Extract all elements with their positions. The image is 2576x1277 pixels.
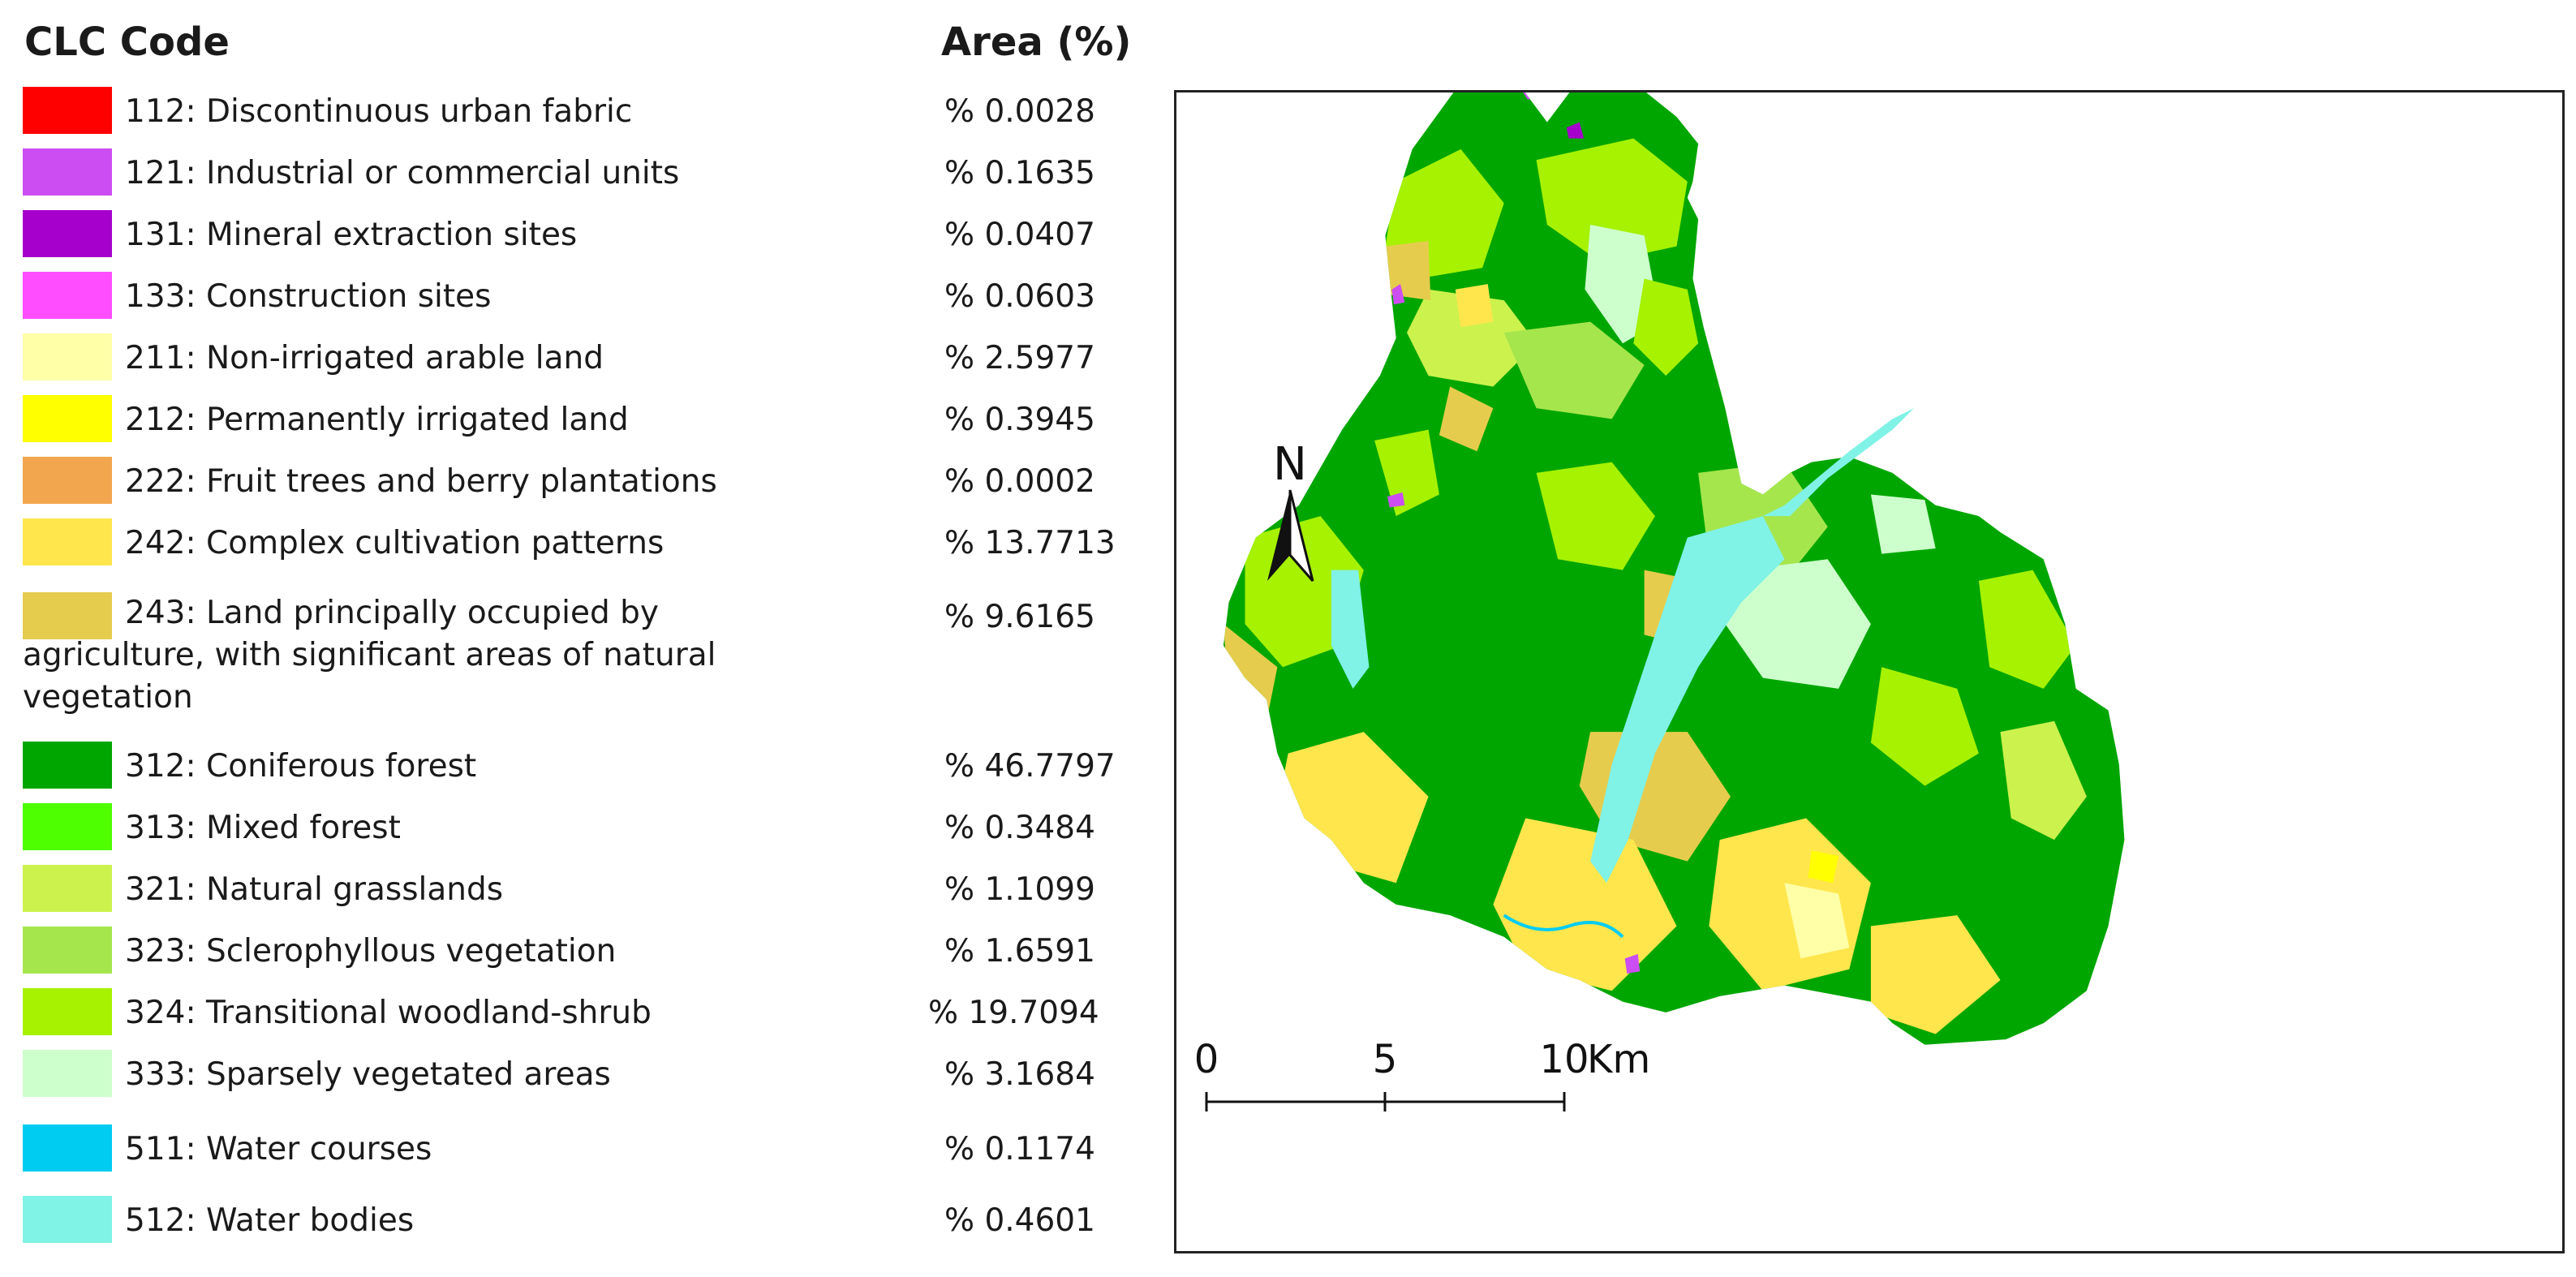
legend-label-321: 321: Natural grasslands — [125, 871, 504, 908]
legend-area-312: % 46.7797 — [944, 748, 1116, 785]
legend-label-131: 131: Mineral extraction sites — [125, 217, 578, 253]
legend-label-313: 313: Mixed forest — [125, 810, 401, 846]
scale-bar: 0 5 10 Km — [1194, 1037, 1650, 1111]
legend-label-212: 212: Permanently irrigated land — [125, 402, 629, 438]
scale-label-5: 5 — [1373, 1037, 1398, 1082]
legend-title-area: Area (%) — [941, 19, 1132, 65]
legend-swatch-323 — [23, 927, 112, 974]
agriculture-natural-patch — [1439, 386, 1494, 452]
mineral-extraction-patch — [1566, 122, 1585, 139]
legend-area-133: % 0.0603 — [944, 278, 1095, 315]
legend-swatch-512 — [23, 1196, 112, 1243]
woodland-shrub-patch — [1633, 278, 1699, 376]
legend-area-211: % 2.5977 — [944, 340, 1095, 376]
grassland-patch — [1406, 289, 1537, 387]
legend-label-133: 133: Construction sites — [125, 278, 492, 315]
woodland-shrub-patch — [1536, 462, 1655, 570]
woodland-shrub-patch — [1536, 138, 1688, 263]
legend-swatch-321 — [23, 865, 112, 912]
land-cover-map: N 0 5 10 Km — [1194, 92, 2125, 1111]
legend-swatch-333 — [23, 1050, 112, 1097]
legend-area-333: % 3.1684 — [944, 1056, 1095, 1093]
legend-area-222: % 0.0002 — [944, 463, 1095, 500]
legend-label-112: 112: Discontinuous urban fabric — [125, 93, 633, 130]
legend-swatch-131 — [23, 210, 112, 257]
north-arrow-label: N — [1273, 438, 1307, 491]
complex-cultivation-patch — [1455, 284, 1494, 328]
scale-label-0: 0 — [1194, 1037, 1219, 1082]
legend-label-243: 243: Land principally occupied by agricu… — [23, 595, 716, 716]
legend-swatch-312 — [23, 742, 112, 789]
legend-area-313: % 0.3484 — [944, 810, 1095, 846]
legend-label-242: 242: Complex cultivation patterns — [125, 525, 664, 561]
map-panel: N 0 5 10 Km — [1174, 90, 2565, 1253]
legend-area-131: % 0.0407 — [944, 217, 1095, 253]
legend-swatch-511 — [23, 1124, 112, 1172]
construction-site-patch — [1536, 92, 1546, 96]
sclerophyllous-patch — [1503, 321, 1645, 419]
legend-area-212: % 0.3945 — [944, 402, 1095, 438]
map-study-area — [1223, 92, 2125, 1045]
scale-unit-label: Km — [1587, 1037, 1650, 1082]
legend-label-323: 323: Sclerophyllous vegetation — [125, 933, 617, 970]
legend-swatch-133 — [23, 272, 112, 319]
industrial-unit-patch — [1391, 284, 1405, 305]
legend-area-323: % 1.6591 — [944, 933, 1095, 970]
legend-label-512: 512: Water bodies — [125, 1202, 415, 1239]
woodland-shrub-patch — [1978, 570, 2076, 689]
legend-swatch-313 — [23, 803, 112, 850]
legend-title-clc-code: CLC Code — [24, 19, 230, 65]
water-body-reservoir-east — [1590, 516, 1785, 884]
scale-label-10: 10 — [1539, 1037, 1589, 1082]
legend-area-121: % 0.1635 — [944, 155, 1095, 191]
water-course — [1503, 914, 1624, 939]
sparse-vegetation-patch — [1725, 559, 1871, 689]
legend-area-321: % 1.1099 — [944, 871, 1095, 908]
industrial-unit-patch — [1387, 492, 1405, 508]
woodland-shrub-patch — [1870, 667, 1979, 786]
legend-swatch-212 — [23, 395, 112, 442]
legend-swatch-243 — [23, 592, 112, 639]
woodland-shrub-patch — [1374, 429, 1439, 517]
industrial-unit-patch — [1624, 954, 1641, 974]
sparse-vegetation-patch — [1870, 494, 1936, 554]
legend-area-324: % 19.7094 — [928, 995, 1099, 1031]
legend-swatch-211 — [23, 333, 112, 381]
legend-swatch-324 — [23, 988, 112, 1035]
complex-cultivation-patch — [1870, 915, 2001, 1034]
irrigated-land-patch — [1808, 850, 1838, 884]
legend-area-511: % 0.1174 — [944, 1131, 1095, 1167]
legend-swatch-222 — [23, 457, 112, 504]
complex-cultivation-patch — [1493, 818, 1677, 991]
legend-area-243: % 9.6165 — [944, 599, 1095, 635]
legend-label-324: 324: Transitional woodland-shrub — [125, 995, 652, 1031]
arable-land-patch — [1784, 883, 1850, 959]
water-body-channel — [1762, 408, 1915, 517]
north-arrow-dark-half — [1267, 490, 1290, 581]
north-arrow: N — [1267, 438, 1314, 582]
north-arrow-light-half — [1288, 489, 1314, 582]
water-body-reservoir-west — [1331, 570, 1370, 689]
legend-area-242: % 13.7713 — [944, 525, 1116, 561]
legend-label-121: 121: Industrial or commercial units — [125, 155, 680, 191]
legend-swatch-242 — [23, 518, 112, 565]
legend-swatch-121 — [23, 148, 112, 196]
legend-area-112: % 0.0028 — [944, 93, 1095, 130]
agriculture-natural-patch — [1385, 240, 1431, 301]
legend-label-211: 211: Non-irrigated arable land — [125, 340, 604, 376]
legend-label-222: 222: Fruit trees and berry plantations — [125, 463, 717, 500]
legend-swatch-112 — [23, 87, 112, 134]
legend-label-511: 511: Water courses — [125, 1131, 432, 1167]
legend-label-312: 312: Coniferous forest — [125, 748, 477, 785]
legend-area-512: % 0.4601 — [944, 1202, 1095, 1239]
legend-label-333: 333: Sparsely vegetated areas — [125, 1056, 611, 1093]
grassland-patch — [2000, 720, 2087, 841]
